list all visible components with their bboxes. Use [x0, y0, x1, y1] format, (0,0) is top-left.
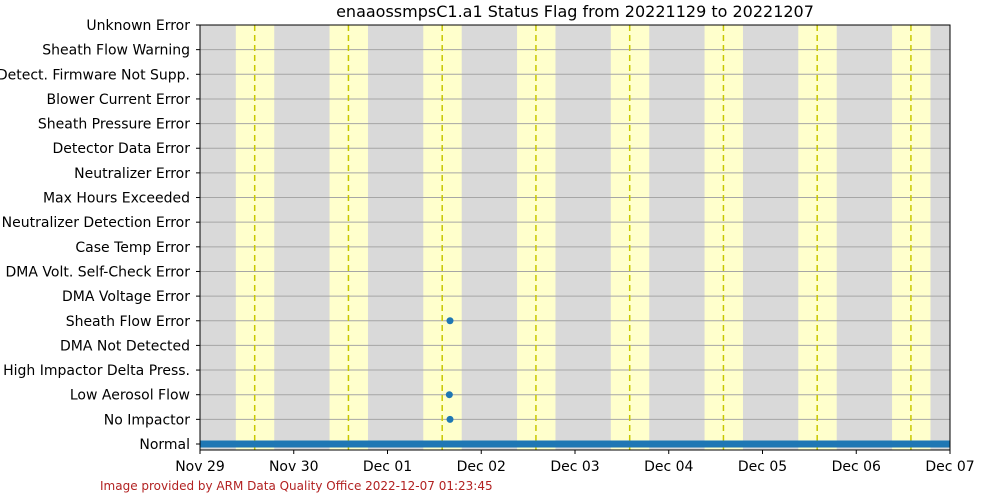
y-tick-label: DMA Volt. Self-Check Error — [6, 264, 191, 280]
x-tick-label: Dec 01 — [363, 459, 412, 475]
y-tick-label: DMA Voltage Error — [62, 289, 190, 305]
plot-area: Normal No Impactor Low Aerosol Flow High Im… — [0, 18, 975, 475]
x-tick-label: Dec 04 — [644, 459, 693, 475]
y-tick-label: Normal — [139, 437, 190, 453]
y-tick-label: Low Aerosol Flow — [70, 388, 190, 404]
x-tick-label: Dec 02 — [457, 459, 506, 475]
footer-credit: Image provided by ARM Data Quality Offic… — [100, 479, 493, 493]
y-tick-label: Neutralizer Error — [74, 166, 190, 182]
y-tick-label: Detect. Firmware Not Supp. — [0, 67, 190, 83]
x-tick-label: Dec 05 — [738, 459, 787, 475]
y-tick-label: Blower Current Error — [47, 92, 191, 108]
x-tick-label: Dec 06 — [832, 459, 881, 475]
y-tick-label: Sheath Flow Error — [66, 314, 191, 330]
y-tick-label: Sheath Flow Warning — [42, 43, 190, 59]
x-tick-label: Nov 29 — [175, 459, 225, 475]
y-tick-label: High Impactor Delta Press. — [3, 363, 190, 379]
y-tick-label: DMA Not Detected — [60, 338, 190, 354]
x-tick-label: Dec 03 — [550, 459, 599, 475]
data-segment — [200, 440, 950, 448]
y-tick-label: No Impactor — [104, 412, 190, 428]
y-tick-label: Neutralizer Detection Error — [2, 215, 191, 231]
data-point — [446, 317, 454, 325]
y-tick-label: Unknown Error — [86, 18, 190, 34]
y-tick-label: Detector Data Error — [53, 141, 191, 157]
data-point — [445, 391, 453, 399]
chart-title: enaaossmpsC1.a1 Status Flag from 2022112… — [336, 2, 814, 21]
plot-background — [200, 25, 950, 450]
y-tick-label: Sheath Pressure Error — [38, 117, 190, 133]
y-tick-label: Case Temp Error — [75, 240, 190, 256]
y-tick-label: Max Hours Exceeded — [43, 191, 190, 207]
x-tick-label: Nov 30 — [269, 459, 319, 475]
data-point — [446, 415, 454, 423]
x-tick-label: Dec 07 — [925, 459, 974, 475]
